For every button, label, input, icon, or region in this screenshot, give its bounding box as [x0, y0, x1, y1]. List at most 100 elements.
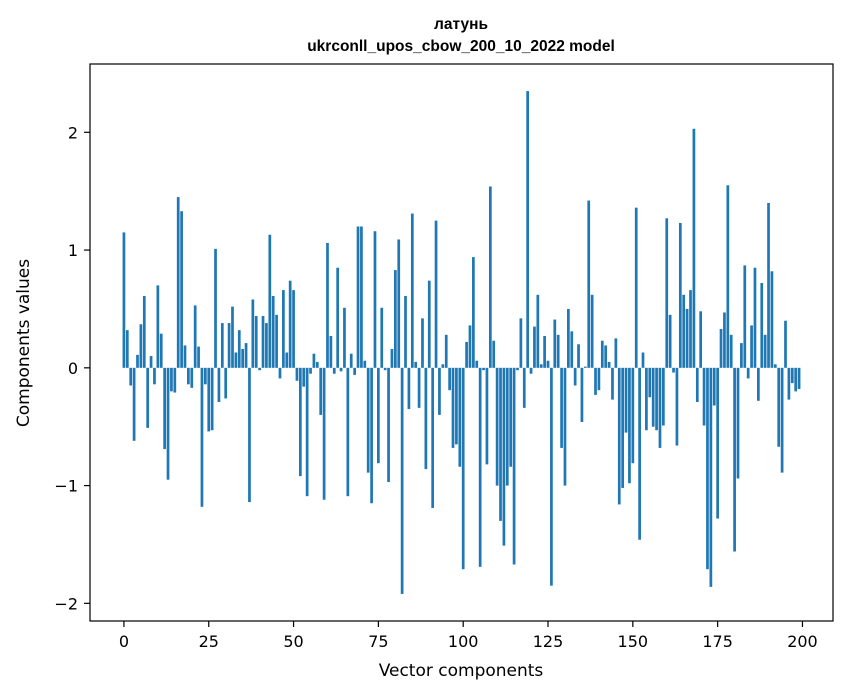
bar — [546, 360, 550, 368]
bar — [516, 367, 519, 371]
bar — [645, 367, 648, 431]
bar — [794, 367, 798, 392]
bar — [265, 323, 268, 368]
bar — [448, 367, 451, 391]
bar — [410, 213, 414, 368]
bar — [176, 197, 180, 368]
x-axis-label: Vector components — [379, 661, 544, 681]
bar — [512, 367, 516, 565]
bar — [434, 220, 438, 368]
bar — [125, 330, 129, 368]
bar — [763, 334, 767, 368]
y-tick-label: 0 — [68, 359, 78, 378]
bar — [709, 367, 713, 587]
bar — [139, 324, 143, 368]
bar — [502, 367, 506, 546]
bar — [526, 91, 530, 368]
bar — [136, 354, 139, 368]
bar — [326, 242, 329, 368]
bar — [346, 367, 350, 497]
bar — [339, 367, 343, 372]
bar — [302, 367, 306, 387]
bar — [132, 367, 136, 441]
bar — [482, 367, 485, 371]
bar — [251, 299, 255, 368]
bar — [472, 257, 475, 368]
bar — [533, 326, 536, 368]
bar — [550, 367, 553, 586]
bar — [363, 360, 367, 368]
bar — [305, 367, 309, 497]
bar — [156, 285, 160, 368]
bar — [390, 348, 394, 368]
y-axis-label: Components values — [14, 259, 34, 427]
x-tick-label: 100 — [448, 632, 479, 651]
bar — [488, 186, 492, 368]
bar — [655, 367, 658, 431]
bar — [309, 367, 312, 374]
bar — [797, 367, 801, 390]
bar — [539, 364, 543, 368]
bar — [614, 338, 618, 368]
bar — [685, 308, 689, 368]
bar — [278, 367, 282, 379]
bar — [261, 316, 265, 368]
y-tick-label: −1 — [54, 477, 78, 496]
bar — [438, 367, 441, 415]
bar — [753, 267, 757, 368]
bar — [621, 367, 625, 488]
bar — [702, 367, 706, 426]
x-axis-ticks: 0 25 50 75 100 125 150 175 200 — [119, 621, 818, 651]
bar — [777, 367, 781, 447]
y-tick-label: −2 — [54, 594, 78, 613]
bar — [414, 361, 418, 368]
bar — [560, 367, 563, 448]
bar — [695, 367, 699, 402]
bar — [427, 280, 431, 368]
bar — [784, 320, 787, 368]
bar — [570, 331, 574, 368]
bar — [319, 367, 323, 415]
bar — [583, 366, 587, 368]
bar — [312, 353, 316, 368]
bar — [458, 367, 462, 467]
bar — [662, 367, 665, 426]
bar — [380, 307, 384, 368]
bar — [288, 280, 292, 368]
bar — [790, 367, 794, 384]
bar — [495, 367, 499, 486]
bar — [706, 367, 709, 570]
bar — [122, 232, 126, 368]
bar — [142, 295, 146, 368]
bar — [315, 361, 319, 368]
bar — [227, 323, 231, 368]
y-tick-label: 2 — [68, 123, 78, 142]
bar — [624, 367, 628, 433]
bar — [197, 346, 200, 368]
bar — [746, 367, 750, 379]
bar — [336, 267, 340, 368]
x-tick-label: 75 — [368, 632, 388, 651]
bar — [607, 361, 611, 368]
bar — [241, 348, 245, 368]
bar — [282, 290, 285, 368]
bar — [770, 271, 774, 368]
y-tick-label: 1 — [68, 241, 78, 260]
bar — [234, 352, 238, 368]
bar — [750, 325, 753, 368]
bar — [180, 211, 183, 368]
bar — [404, 295, 407, 368]
bar — [431, 367, 435, 508]
bar — [237, 330, 241, 368]
bar — [421, 318, 424, 368]
chart-title-line2: ukrconll_upos_cbow_200_10_2022 model — [307, 38, 615, 55]
bar — [522, 367, 526, 408]
bar — [628, 367, 631, 484]
bar — [604, 345, 608, 368]
bar — [146, 367, 150, 428]
bar — [244, 343, 248, 368]
plot-frame — [89, 63, 834, 622]
x-tick-label: 150 — [618, 632, 649, 651]
bar — [668, 314, 672, 368]
bar — [597, 367, 601, 391]
